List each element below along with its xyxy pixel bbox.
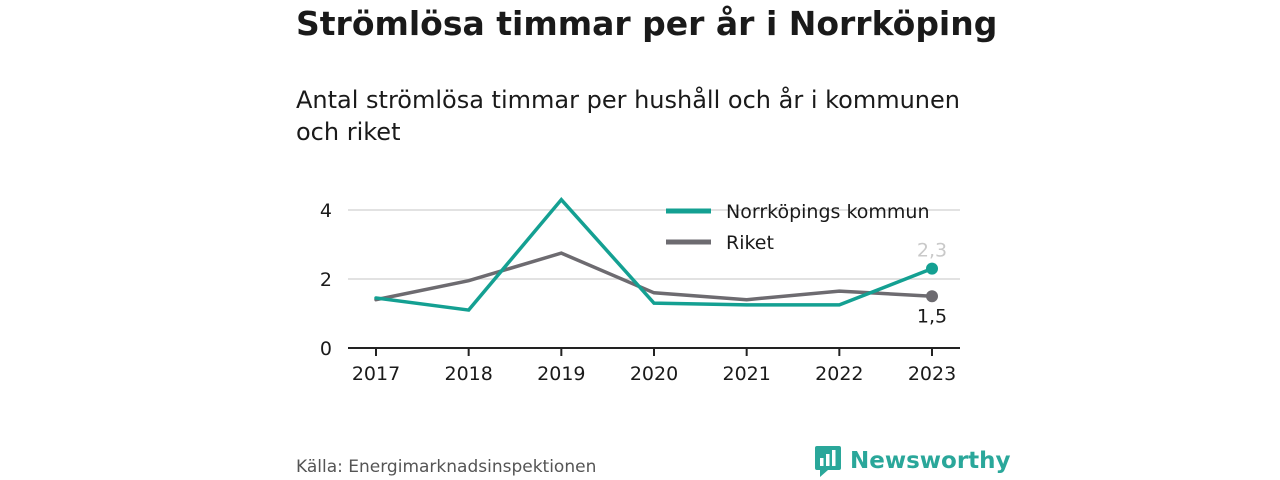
y-tick-label: 0	[320, 338, 332, 360]
newsworthy-logo-icon	[815, 446, 841, 477]
end-value-label: 2,3	[917, 240, 947, 262]
series-line	[374, 251, 934, 302]
x-tick-label: 2017	[352, 363, 400, 385]
x-tick-label: 2022	[815, 363, 863, 385]
series-line	[374, 196, 934, 312]
chart-title: Strömlösa timmar per år i Norrköping	[296, 4, 998, 43]
series-end-point	[926, 290, 938, 303]
brand[interactable]: Newsworthy	[814, 444, 1011, 478]
x-tick-label: 2019	[537, 363, 585, 385]
x-tick-label: 2018	[444, 363, 492, 385]
chart-subtitle: Antal strömlösa timmar per hushåll och å…	[296, 86, 960, 146]
legend-label: Norrköpings kommun	[726, 201, 930, 223]
end-value-label: 1,5	[917, 305, 947, 327]
series-end-point	[926, 262, 938, 275]
brand-name: Newsworthy	[850, 448, 1011, 474]
x-tick-label: 2023	[908, 363, 956, 385]
source-note: Källa: Energimarknadsinspektionen	[296, 457, 597, 477]
y-tick-label: 2	[320, 269, 332, 291]
x-tick-label: 2020	[630, 363, 678, 385]
legend-label: Riket	[726, 232, 774, 254]
y-tick-label: 4	[320, 200, 332, 222]
x-tick-label: 2021	[722, 363, 770, 385]
